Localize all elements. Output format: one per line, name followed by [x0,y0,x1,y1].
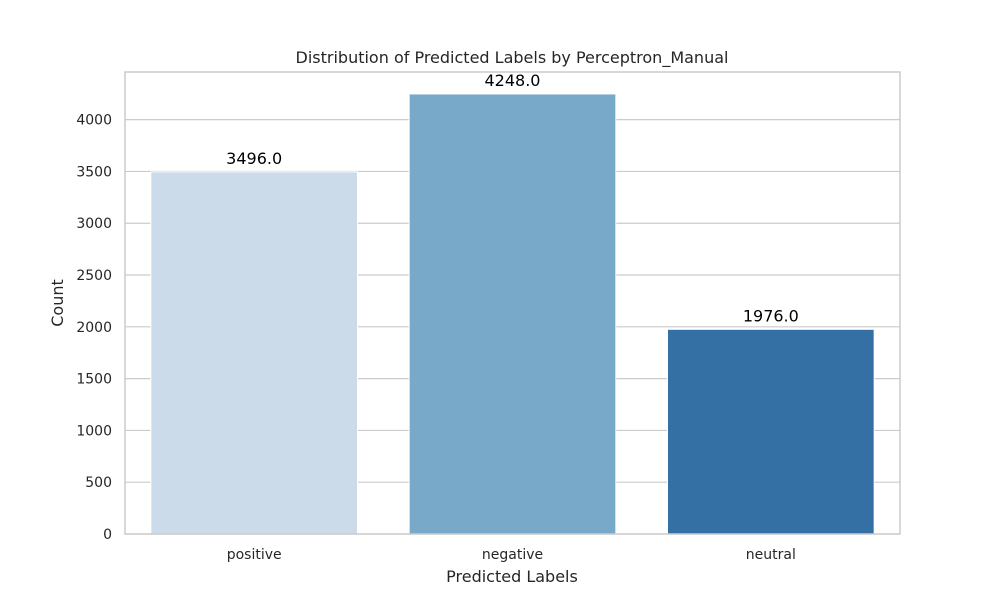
bar-layer [150,93,875,535]
data-labels: 3496.0 4248.0 1976.0 [226,71,799,325]
data-label: 1976.0 [743,306,799,325]
y-tick-labels: 0 500 1000 1500 2000 2500 3000 3500 4000 [76,113,112,543]
x-tick-labels: positive negative neutral [227,547,796,563]
y-tick-label: 1000 [76,423,112,439]
y-tick-label: 3000 [76,216,112,232]
chart-title: Distribution of Predicted Labels by Perc… [296,48,729,68]
bar-neutral [667,328,875,535]
plot-frame [124,71,901,535]
y-tick-label: 2000 [76,320,112,336]
y-tick-label: 0 [103,527,112,543]
data-label: 3496.0 [226,149,282,168]
data-label: 4248.0 [485,71,541,90]
y-tick-label: 4000 [76,113,112,129]
y-axis-label: Count [48,279,67,327]
x-tick-label: positive [227,547,282,563]
x-tick-label: negative [482,547,543,563]
x-axis-label: Predicted Labels [446,567,578,586]
y-tick-label: 2500 [76,268,112,284]
bar-negative [408,93,617,535]
x-tick-label: neutral [746,547,796,563]
y-tick-label: 1500 [76,372,112,388]
y-tick-label: 3500 [76,164,112,180]
y-tick-label: 500 [85,475,112,491]
bar-positive [150,171,358,535]
